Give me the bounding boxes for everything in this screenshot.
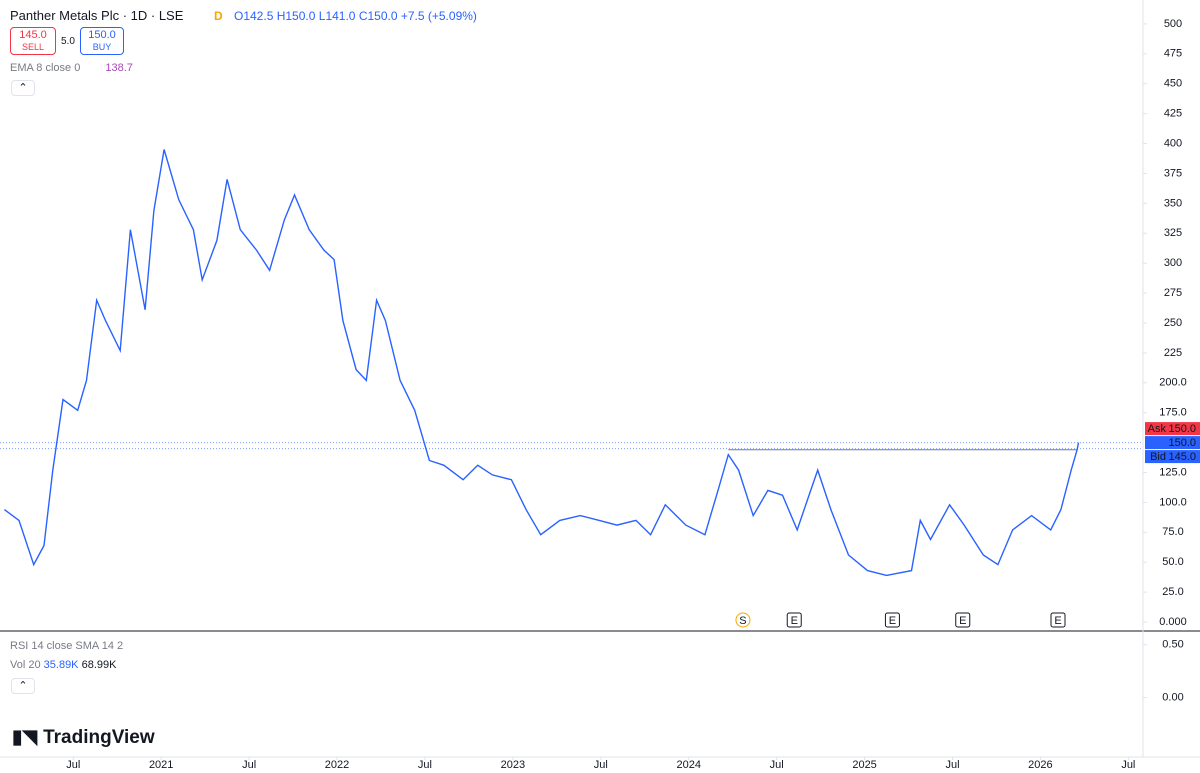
x-tick-label: Jul bbox=[1121, 759, 1135, 771]
event-label: E bbox=[889, 615, 896, 627]
x-tick-label: Jul bbox=[66, 759, 80, 771]
x-tick-label: Jul bbox=[242, 759, 256, 771]
ema-legend[interactable]: EMA 8 close 0 138.7 bbox=[10, 62, 133, 74]
event-marker[interactable]: E bbox=[1050, 612, 1066, 628]
rsi-legend[interactable]: RSI 14 close SMA 14 2 bbox=[10, 640, 124, 652]
x-tick-label: 2022 bbox=[325, 759, 349, 771]
y-tick-label: 0.000 bbox=[1159, 616, 1187, 628]
brand-name: TradingView bbox=[43, 727, 155, 748]
x-tick-label: Jul bbox=[594, 759, 608, 771]
close: C150.0 bbox=[358, 9, 398, 23]
x-tick-label: 2024 bbox=[676, 759, 700, 771]
event-marker[interactable]: E bbox=[955, 612, 971, 628]
event-label: E bbox=[791, 615, 798, 627]
sell-price: 145.0 bbox=[19, 29, 47, 41]
event-label: E bbox=[959, 615, 966, 627]
event-badge bbox=[884, 612, 900, 628]
price-tag-label: 150.0 bbox=[1168, 437, 1196, 449]
y-tick-label: 325 bbox=[1164, 227, 1182, 239]
low: L141.0 bbox=[318, 9, 356, 23]
price-line bbox=[3, 149, 1080, 577]
collapse-button[interactable]: ⌃ bbox=[11, 678, 35, 694]
y-tick-label: 500 bbox=[1164, 18, 1182, 30]
vol-legend[interactable]: Vol 20 35.89K 68.99K bbox=[10, 659, 116, 671]
y-tick-label: 425 bbox=[1164, 108, 1182, 120]
price-tag-label: 150.0 bbox=[1168, 423, 1196, 435]
event-badge bbox=[786, 612, 802, 628]
buy-label: BUY bbox=[92, 42, 112, 52]
volume-tick-label: 0.50 bbox=[1162, 639, 1183, 651]
y-tick-label: 250 bbox=[1164, 317, 1182, 329]
brand: ▮◥ TradingView bbox=[12, 726, 155, 749]
x-tick-label: Jul bbox=[770, 759, 784, 771]
event-badge bbox=[735, 612, 751, 628]
event-badge bbox=[1050, 612, 1066, 628]
vol-value: 68.99K bbox=[81, 659, 117, 671]
x-tick-label: 2023 bbox=[501, 759, 525, 771]
buy-button[interactable]: 150.0 BUY bbox=[80, 27, 124, 55]
sell-label: SELL bbox=[21, 42, 45, 52]
ohlc: O142.5 H150.0 L141.0 C150.0 +7.5 (+5.09%… bbox=[234, 9, 477, 23]
price-tag-name: Ask bbox=[1148, 423, 1167, 435]
spread: 5.0 bbox=[61, 36, 75, 47]
x-tick-label: 2026 bbox=[1028, 759, 1052, 771]
y-tick-label: 475 bbox=[1164, 48, 1182, 60]
y-tick-label: 375 bbox=[1164, 167, 1182, 179]
badge: D bbox=[214, 9, 223, 23]
event-badge bbox=[955, 612, 971, 628]
ema-value: 138.7 bbox=[105, 62, 133, 74]
logo: ▮◥ bbox=[12, 727, 38, 748]
volume-tick-label: 0.00 bbox=[1162, 692, 1183, 704]
price-tag bbox=[1145, 436, 1200, 450]
y-tick-label: 50.0 bbox=[1162, 556, 1183, 568]
y-tick-label: 350 bbox=[1164, 197, 1182, 209]
x-tick-label: 2025 bbox=[852, 759, 876, 771]
x-tick-label: Jul bbox=[945, 759, 959, 771]
price-tag bbox=[1145, 450, 1200, 464]
price-tag-name: Bid bbox=[1150, 451, 1166, 463]
y-tick-label: 100.0 bbox=[1159, 496, 1187, 508]
y-tick-label: 25.0 bbox=[1162, 586, 1183, 598]
y-tick-label: 300 bbox=[1164, 257, 1182, 269]
y-tick-label: 75.0 bbox=[1162, 526, 1183, 538]
change: +7.5 (+5.09%) bbox=[400, 9, 477, 23]
event-marker[interactable]: E bbox=[884, 612, 900, 628]
event-label: S bbox=[739, 615, 746, 627]
y-tick-label: 400 bbox=[1164, 137, 1182, 149]
vol-name: Vol 20 bbox=[10, 659, 41, 671]
high: H150.0 bbox=[276, 9, 316, 23]
ema-name: EMA 8 close 0 bbox=[10, 62, 81, 74]
y-tick-label: 175.0 bbox=[1159, 407, 1187, 419]
y-tick-label: 450 bbox=[1164, 78, 1182, 90]
vol-value: 35.89K bbox=[43, 659, 79, 671]
y-tick-label: 125.0 bbox=[1159, 466, 1187, 478]
open: O142.5 bbox=[234, 9, 274, 23]
collapse-button[interactable]: ⌃ bbox=[11, 80, 35, 96]
price-tag-label: 145.0 bbox=[1168, 451, 1196, 463]
buy-price: 150.0 bbox=[88, 29, 116, 41]
price-tag bbox=[1145, 422, 1200, 436]
event-marker[interactable]: E bbox=[786, 612, 802, 628]
symbol-title[interactable]: Panther Metals Plc · 1D · LSE bbox=[10, 8, 184, 23]
y-tick-label: 225 bbox=[1164, 347, 1182, 359]
y-tick-label: 200.0 bbox=[1159, 377, 1187, 389]
y-tick-label: 275 bbox=[1164, 287, 1182, 299]
event-label: E bbox=[1054, 615, 1061, 627]
event-marker[interactable]: S bbox=[735, 612, 751, 628]
x-tick-label: 2021 bbox=[149, 759, 173, 771]
x-tick-label: Jul bbox=[418, 759, 432, 771]
sell-button[interactable]: 145.0 SELL bbox=[10, 27, 56, 55]
